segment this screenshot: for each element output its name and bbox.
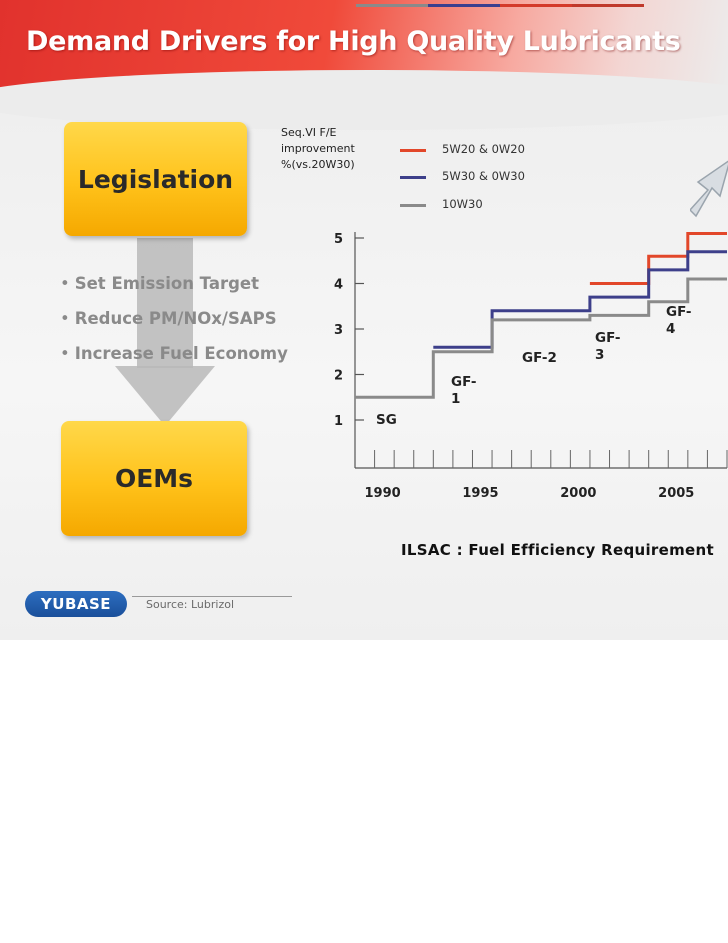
legend-swatch	[400, 176, 426, 179]
slide: Demand Drivers for High Quality Lubrican…	[0, 0, 728, 640]
y-tick-label: 2	[334, 369, 343, 384]
oems-box: OEMs	[61, 421, 247, 536]
fuel-efficiency-chart: 1 2 3 4 5 1990 1995 2000 2005 SG GF-1 GF-2 GF-3 GF-4	[334, 232, 728, 501]
bullet-dot: •	[60, 309, 70, 328]
legislation-box: Legislation	[64, 122, 247, 236]
series-line	[433, 250, 727, 349]
series-line	[355, 277, 727, 399]
y-tick-label: 3	[334, 323, 343, 338]
header-swoosh	[0, 70, 728, 130]
down-arrow-icon	[115, 238, 215, 426]
bullet-text: Reduce PM/NOx/SAPS	[74, 309, 277, 328]
bullet-item: • Increase Fuel Economy	[60, 344, 288, 379]
grade-annotation: GF-1	[451, 374, 477, 407]
x-tick-label: 2000	[560, 486, 596, 501]
legend-label: 5W30 & 0W30	[442, 169, 525, 183]
yubase-logo: YUBASE	[25, 591, 127, 617]
top-line	[428, 4, 500, 7]
trend-arrow-icon	[690, 160, 728, 218]
chart-caption: ILSAC : Fuel Efficiency Requirement	[401, 541, 714, 559]
top-decoration-lines	[356, 4, 644, 7]
source-note: Source: Lubrizol	[146, 598, 235, 611]
x-tick-label: 1990	[364, 486, 400, 501]
legend-item: 10W30	[400, 195, 600, 215]
bullet-text: Set Emission Target	[74, 274, 259, 293]
slide-title: Demand Drivers for High Quality Lubrican…	[26, 26, 681, 57]
top-line	[572, 4, 644, 7]
legend-label: 10W30	[442, 197, 483, 211]
grade-annotation: GF-4	[666, 304, 692, 337]
top-line	[500, 4, 572, 7]
x-tick-label: 1995	[462, 486, 498, 501]
y-tick-label: 1	[334, 414, 343, 429]
grade-annotation: SG	[376, 412, 397, 428]
legend-label: 5W20 & 0W20	[442, 142, 525, 156]
x-tick-label: 2005	[658, 486, 694, 501]
y-tick-label: 4	[334, 278, 343, 293]
legend-item: 5W20 & 0W20	[400, 140, 600, 160]
top-line	[356, 4, 428, 7]
bullet-item: • Reduce PM/NOx/SAPS	[60, 309, 288, 344]
legend-swatch	[400, 204, 426, 207]
bullet-list: • Set Emission Target • Reduce PM/NOx/SAPS…	[60, 274, 288, 379]
footer-divider	[132, 596, 292, 597]
bullet-text: Increase Fuel Economy	[74, 344, 288, 363]
bullet-dot: •	[60, 274, 70, 293]
series-line	[589, 232, 727, 285]
bullet-dot: •	[60, 344, 70, 363]
y-tick-label: 5	[334, 232, 343, 247]
grade-annotation: GF-3	[595, 330, 621, 363]
legend-swatch	[400, 149, 426, 152]
y-axis-label: Seq.VI F/E improvement %(vs.20W30)	[281, 126, 355, 171]
grade-annotation: GF-2	[522, 350, 557, 366]
bullet-item: • Set Emission Target	[60, 274, 288, 309]
legend-item: 5W30 & 0W30	[400, 167, 600, 187]
